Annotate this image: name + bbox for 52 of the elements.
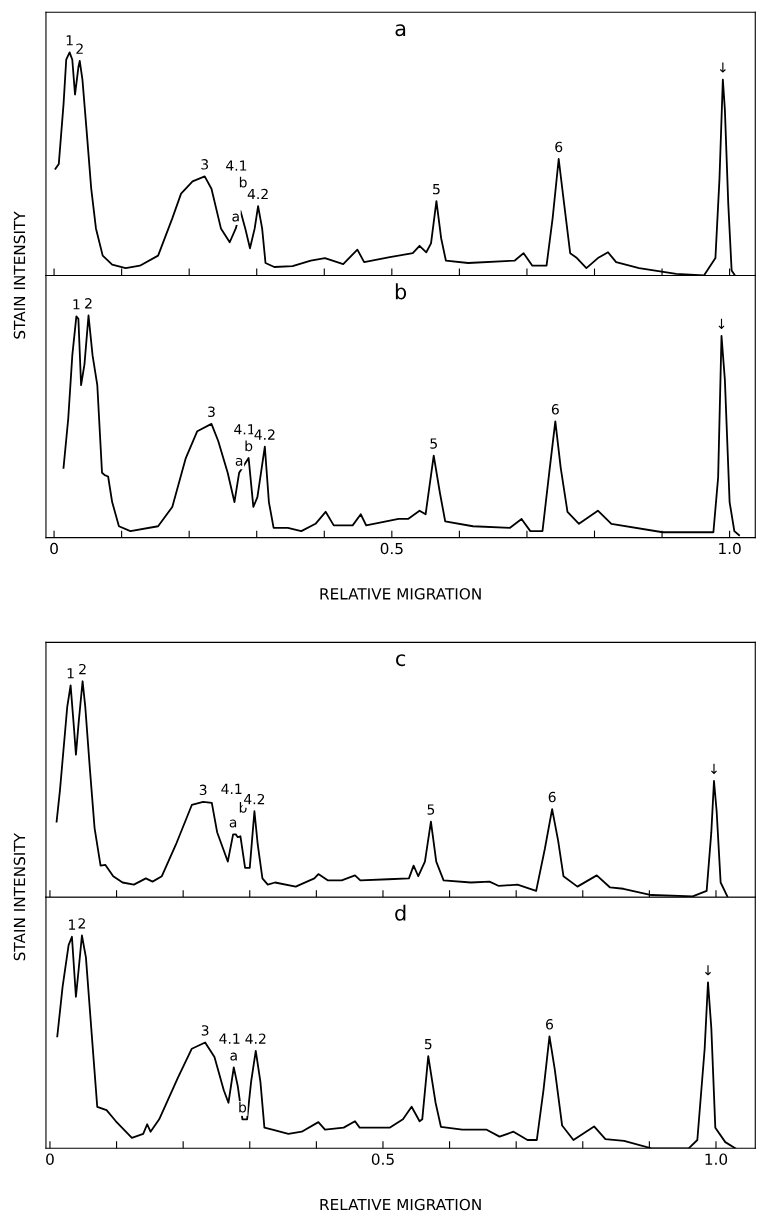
annotation: 5 — [433, 184, 440, 195]
annotation: ↓ — [719, 62, 726, 73]
annotation: 1 — [67, 668, 74, 679]
annotation: b — [245, 440, 253, 452]
annotation: 5 — [430, 438, 437, 449]
annotation: 4.2 — [254, 429, 275, 440]
x-tick-label: 0.5 — [380, 542, 403, 555]
annotation: 4.1 — [234, 424, 255, 435]
chart-title: a — [395, 24, 406, 37]
annotation: 6 — [546, 1019, 554, 1030]
annotation: 4.2 — [245, 1033, 266, 1044]
y-axis-title: STAIN INTENSITY — [13, 833, 26, 961]
chart-title: b — [395, 283, 407, 300]
annotation: 3 — [201, 1025, 209, 1036]
annotation: a — [230, 1052, 237, 1061]
annotation: 1 — [73, 299, 80, 310]
x-tick-label: 0 — [46, 1153, 54, 1165]
annotation: b — [239, 1101, 247, 1113]
annotation: a — [232, 213, 239, 222]
annotation: 6 — [548, 791, 556, 803]
annotation: 5 — [427, 804, 435, 815]
annotation: 6 — [555, 141, 563, 153]
annotation: 1 — [69, 919, 76, 930]
annotation: 1 — [66, 35, 73, 46]
annotation: ↓ — [711, 763, 717, 775]
annotation: ↓ — [718, 318, 725, 329]
x-tick-label: 0 — [50, 542, 58, 555]
annotation: 4.1 — [219, 1033, 240, 1044]
annotation: 3 — [208, 406, 215, 417]
annotation: b — [239, 176, 247, 188]
annotation: 4.2 — [247, 188, 268, 200]
x-tick-label: 0.5 — [371, 1153, 394, 1165]
annotation: 5 — [424, 1038, 432, 1050]
annotation: a — [229, 819, 237, 828]
annotation: 3 — [199, 784, 207, 796]
chart-title: d — [395, 904, 406, 921]
x-axis-title: RELATIVE MIGRATION — [320, 588, 481, 600]
annotation: 6 — [551, 404, 559, 415]
y-axis-title: STAIN INTENSITY — [13, 211, 26, 339]
annotation: 2 — [85, 298, 92, 309]
x-tick-label: 1.0 — [719, 542, 741, 555]
annotation: ↓ — [705, 965, 711, 976]
annotation: a — [235, 457, 243, 466]
annotation: 2 — [78, 918, 85, 929]
annotation: 3 — [201, 159, 209, 170]
annotation: 2 — [76, 43, 83, 54]
annotation: 4.1 — [221, 783, 242, 794]
x-axis-title: RELATIVE MIGRATION — [320, 1198, 481, 1211]
annotation: 2 — [79, 663, 86, 675]
x-tick-label: 1.0 — [705, 1153, 728, 1165]
annotation: 4.1 — [226, 160, 247, 171]
chart-title: c — [396, 654, 406, 667]
